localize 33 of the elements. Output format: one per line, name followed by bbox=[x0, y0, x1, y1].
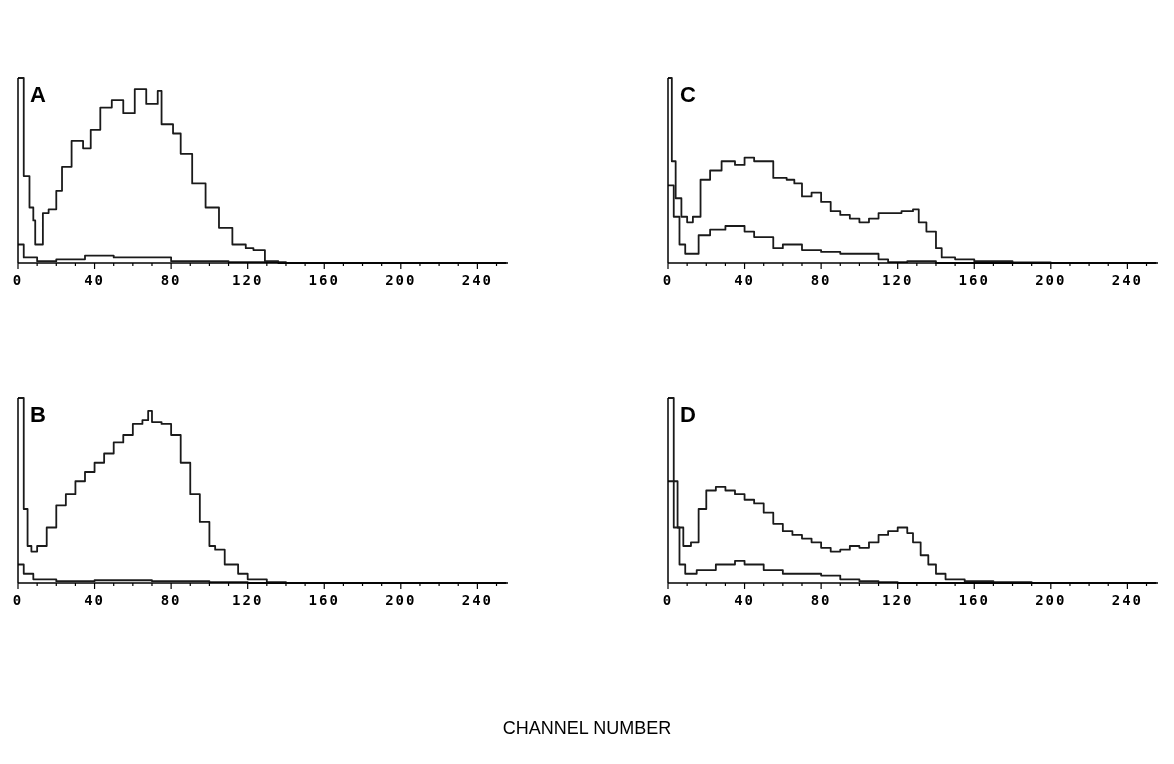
x-tick-label: 120 bbox=[232, 272, 264, 288]
chart-title: D bbox=[680, 402, 696, 427]
x-tick-label: 160 bbox=[308, 592, 340, 608]
x-axis-title: CHANNEL NUMBER bbox=[502, 718, 672, 738]
x-tick-label: 0 bbox=[12, 272, 24, 288]
x-tick-label: 40 bbox=[734, 272, 755, 288]
x-tick-label: 40 bbox=[84, 592, 105, 608]
x-tick-label: 160 bbox=[958, 272, 990, 288]
x-tick-label: 240 bbox=[1111, 592, 1144, 608]
chart-title: C bbox=[680, 82, 696, 107]
x-tick-label: 0 bbox=[662, 592, 674, 608]
x-tick-label: 40 bbox=[734, 592, 755, 608]
x-tick-label: 160 bbox=[308, 272, 340, 288]
x-tick-label: 240 bbox=[461, 592, 494, 608]
x-tick-label: 200 bbox=[385, 592, 417, 608]
x-tick-label: 120 bbox=[232, 592, 264, 608]
x-tick-label: 80 bbox=[810, 592, 832, 608]
x-tick-label: 240 bbox=[461, 272, 494, 288]
x-tick-label: 240 bbox=[1111, 272, 1144, 288]
x-tick-label: 160 bbox=[958, 592, 990, 608]
x-tick-label: 200 bbox=[385, 272, 417, 288]
x-tick-label: 120 bbox=[882, 592, 914, 608]
x-tick-label: 0 bbox=[662, 272, 674, 288]
x-tick-label: 200 bbox=[1035, 592, 1067, 608]
x-tick-label: 200 bbox=[1035, 272, 1067, 288]
chart-title: B bbox=[30, 402, 46, 427]
x-tick-label: 80 bbox=[160, 272, 182, 288]
x-tick-label: 80 bbox=[810, 272, 832, 288]
x-tick-label: 120 bbox=[882, 272, 914, 288]
x-tick-label: 40 bbox=[84, 272, 105, 288]
chart-title: A bbox=[30, 82, 46, 107]
x-tick-label: 80 bbox=[160, 592, 182, 608]
x-tick-label: 0 bbox=[12, 592, 24, 608]
